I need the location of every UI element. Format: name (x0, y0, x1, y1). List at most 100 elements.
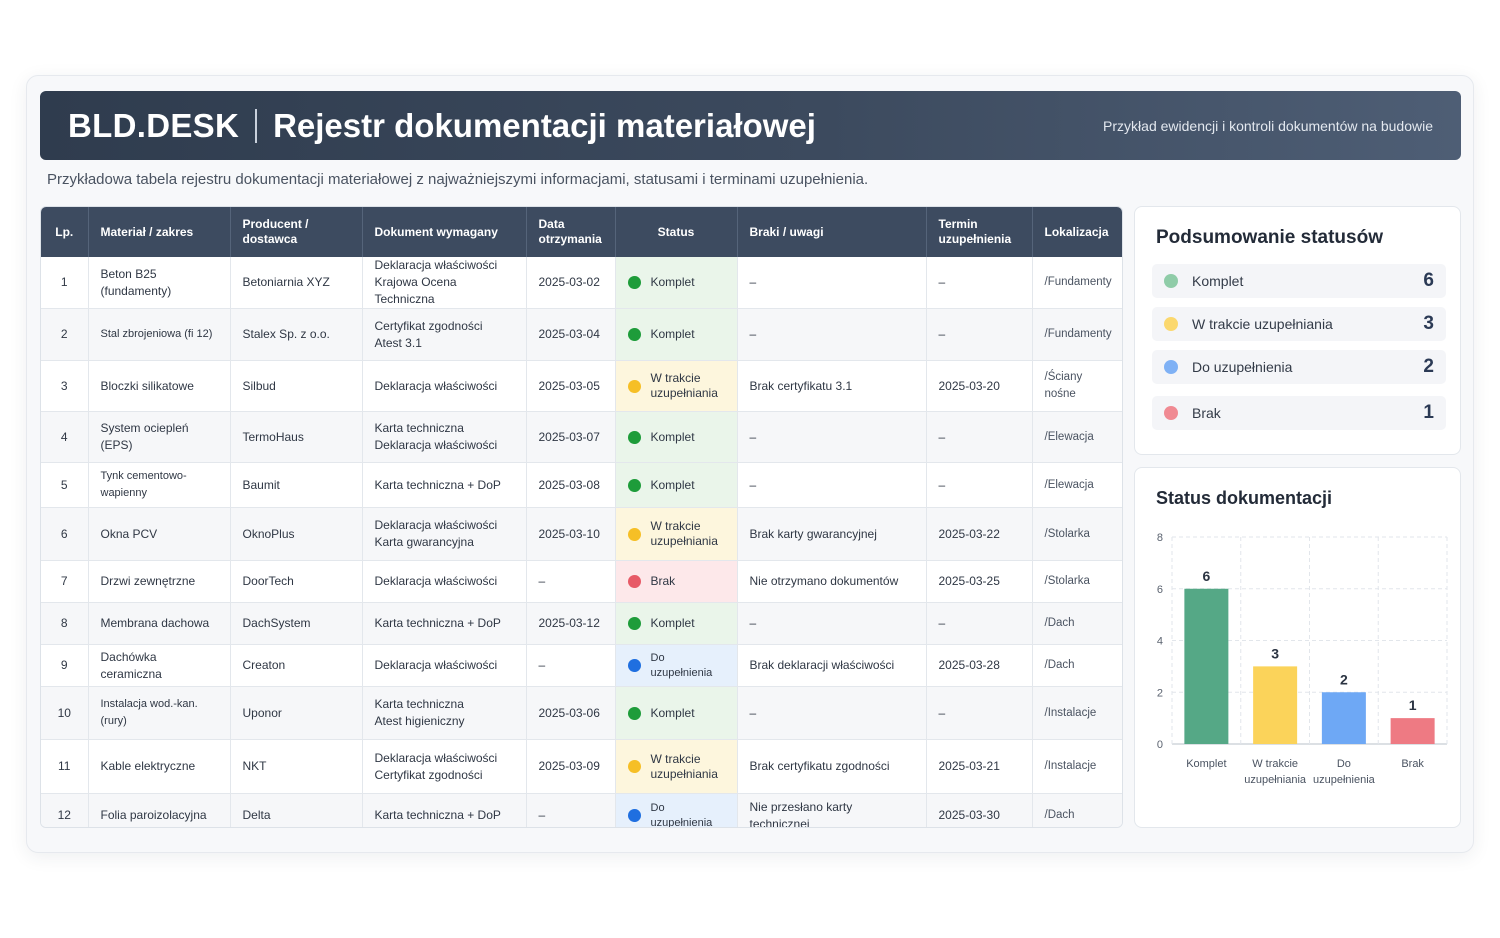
table-row[interactable]: 9 Dachówka ceramiczna Creaton Deklaracja wł… (41, 644, 1122, 687)
table-row[interactable]: 10 Instalacja wod.-kan. (rury) Uponor Karta… (41, 686, 1122, 740)
summary-label: W trakcie uzupełniania (1192, 316, 1333, 332)
cell-deadline: – (926, 686, 1033, 740)
cell-deadline: – (926, 257, 1033, 309)
cell-status: Komplet (615, 686, 738, 740)
summary-count: 1 (1423, 402, 1434, 423)
cell-notes: – (737, 308, 927, 361)
col-header-document[interactable]: Dokument wymagany (362, 207, 527, 257)
cell-date: 2025-03-12 (526, 602, 616, 645)
cell-producer: Stalex Sp. z o.o. (230, 308, 363, 361)
cell-producer: Uponor (230, 686, 363, 740)
cell-deadline: 2025-03-28 (926, 644, 1033, 687)
required-doc-1: Deklaracja właściwości (374, 658, 498, 672)
col-header-producer[interactable]: Producent / dostawca (230, 207, 363, 257)
bar-3 (1390, 718, 1435, 744)
status-badge: W trakcie uzupełniania (650, 751, 718, 781)
table-row[interactable]: 11 Kable elektryczne NKT Deklaracja właściw… (41, 739, 1122, 794)
cell-required-docs: Karta techniczna + DoP (362, 793, 527, 827)
required-doc-1: Karta techniczna + DoP (374, 477, 501, 492)
required-doc-2: Krajowa Ocena Techniczna (374, 275, 457, 306)
cell-producer: Baumit (230, 462, 363, 508)
cell-deadline: 2025-03-25 (926, 560, 1033, 603)
bar-1 (1253, 666, 1298, 744)
table-row[interactable]: 8 Membrana dachowa DachSystem Karta technic… (41, 602, 1122, 645)
table-row[interactable]: 5 Tynk cementowo-wapienny Baumit Karta tech… (41, 462, 1122, 508)
cell-material: Membrana dachowa (88, 602, 231, 645)
table-row[interactable]: 3 Bloczki silikatowe Silbud Deklaracja właś… (41, 360, 1122, 412)
table-row[interactable]: 6 Okna PCV OknoPlus Deklaracja właściwości K… (41, 507, 1122, 561)
status-badge: Komplet (650, 705, 695, 720)
cell-status: Brak (615, 560, 738, 603)
cell-date: 2025-03-06 (526, 686, 616, 740)
y-tick-label: 4 (1157, 636, 1163, 648)
cell-location: /Stolarka (1032, 507, 1122, 561)
required-doc-2: Karta gwarancyjna (374, 535, 474, 549)
summary-item[interactable]: Brak 1 (1152, 396, 1446, 430)
required-doc-1: Certyfikat zgodności (374, 318, 483, 333)
cell-status: Do uzupełnienia (615, 793, 738, 827)
cell-lp: 6 (41, 507, 89, 561)
table-row[interactable]: 1 Beton B25 (fundamenty) Betoniarnia XYZ De… (41, 257, 1122, 309)
cell-notes: – (737, 257, 927, 309)
status-chart-panel: Status dokumentacji 0 2 4 6 8 6 Komplet 3 W trak… (1134, 467, 1461, 828)
cell-producer: Silbud (230, 360, 363, 412)
summary-item[interactable]: Do uzupełnienia 2 (1152, 350, 1446, 384)
cell-location: /Dach (1032, 644, 1122, 687)
cell-notes: Brak deklaracji właściwości (737, 644, 927, 687)
table-header-row: Lp. Materiał / zakres Producent / dostaw… (41, 207, 1122, 257)
x-tick-label: uzupełnienia (1313, 774, 1376, 786)
required-doc-1: Karta techniczna + DoP (374, 808, 501, 822)
cell-status: Komplet (615, 411, 738, 463)
cell-material: Tynk cementowo-wapienny (88, 462, 231, 508)
bar-value-label: 1 (1409, 697, 1417, 713)
table-row[interactable]: 12 Folia paroizolacyjna Delta Karta technic… (41, 793, 1122, 827)
col-header-lp[interactable]: Lp. (41, 207, 89, 257)
cell-deadline: – (926, 602, 1033, 645)
cell-lp: 10 (41, 686, 89, 740)
cell-deadline: 2025-03-21 (926, 739, 1033, 794)
cell-location: /Fundamenty (1032, 308, 1122, 361)
y-tick-label: 6 (1157, 584, 1163, 596)
cell-deadline: 2025-03-20 (926, 360, 1033, 412)
col-header-date[interactable]: Data otrzymania (526, 207, 616, 257)
cell-date: 2025-03-05 (526, 360, 616, 412)
intro-text: Przykładowa tabela rejestru dokumentacji… (47, 171, 869, 188)
status-badge: Komplet (650, 327, 695, 341)
col-header-material[interactable]: Materiał / zakres (88, 207, 231, 257)
col-header-deadline[interactable]: Termin uzupełnienia (926, 207, 1033, 257)
cell-required-docs: Karta techniczna + DoP (362, 462, 527, 508)
x-tick-label: uzupełniania (1244, 774, 1307, 786)
cell-lp: 9 (41, 644, 89, 687)
table-row[interactable]: 2 Stal zbrojeniowa (fi 12) Stalex Sp. z o.… (41, 308, 1122, 361)
x-tick-label: Do (1337, 758, 1351, 770)
cell-location: /Stolarka (1032, 560, 1122, 603)
header-divider (255, 108, 258, 143)
x-tick-label: Brak (1401, 758, 1424, 770)
col-header-notes[interactable]: Braki / uwagi (737, 207, 927, 257)
brand-logo: BLD.DESK (68, 106, 240, 144)
cell-producer: Betoniarnia XYZ (230, 257, 363, 309)
cell-location: /Dach (1032, 793, 1122, 827)
cell-material: Folia paroizolacyjna (88, 793, 231, 827)
cell-material: Dachówka ceramiczna (88, 644, 231, 687)
cell-notes: – (737, 462, 927, 508)
status-dot-icon (1164, 317, 1178, 331)
status-summary-panel: Podsumowanie statusów Komplet 6 W trakcie … (1134, 206, 1461, 455)
col-header-location[interactable]: Lokalizacja (1032, 207, 1122, 257)
cell-notes: – (737, 411, 927, 463)
table-row[interactable]: 7 Drzwi zewnętrzne DoorTech Deklaracja właś… (41, 560, 1122, 603)
required-doc-1: Deklaracja właściwości (374, 258, 498, 272)
cell-status: Komplet (615, 308, 738, 361)
cell-material: Kable elektryczne (88, 739, 231, 794)
status-dot-icon (627, 328, 641, 341)
summary-item[interactable]: W trakcie uzupełniania 3 (1152, 307, 1446, 341)
cell-location: /Instalacje (1032, 686, 1122, 740)
table-row[interactable]: 4 System ociepleń (EPS) TermoHaus Karta tec… (41, 411, 1122, 463)
col-header-status[interactable]: Status (615, 207, 738, 257)
cell-required-docs: Deklaracja właściwości (362, 644, 527, 687)
page-header: BLD.DESK Rejestr dokumentacji materiałow… (40, 91, 1461, 160)
status-badge: W trakcie uzupełniania (650, 519, 718, 548)
summary-item[interactable]: Komplet 6 (1152, 264, 1446, 298)
cell-status: Do uzupełnienia (615, 644, 738, 687)
cell-date: 2025-03-07 (526, 411, 616, 463)
